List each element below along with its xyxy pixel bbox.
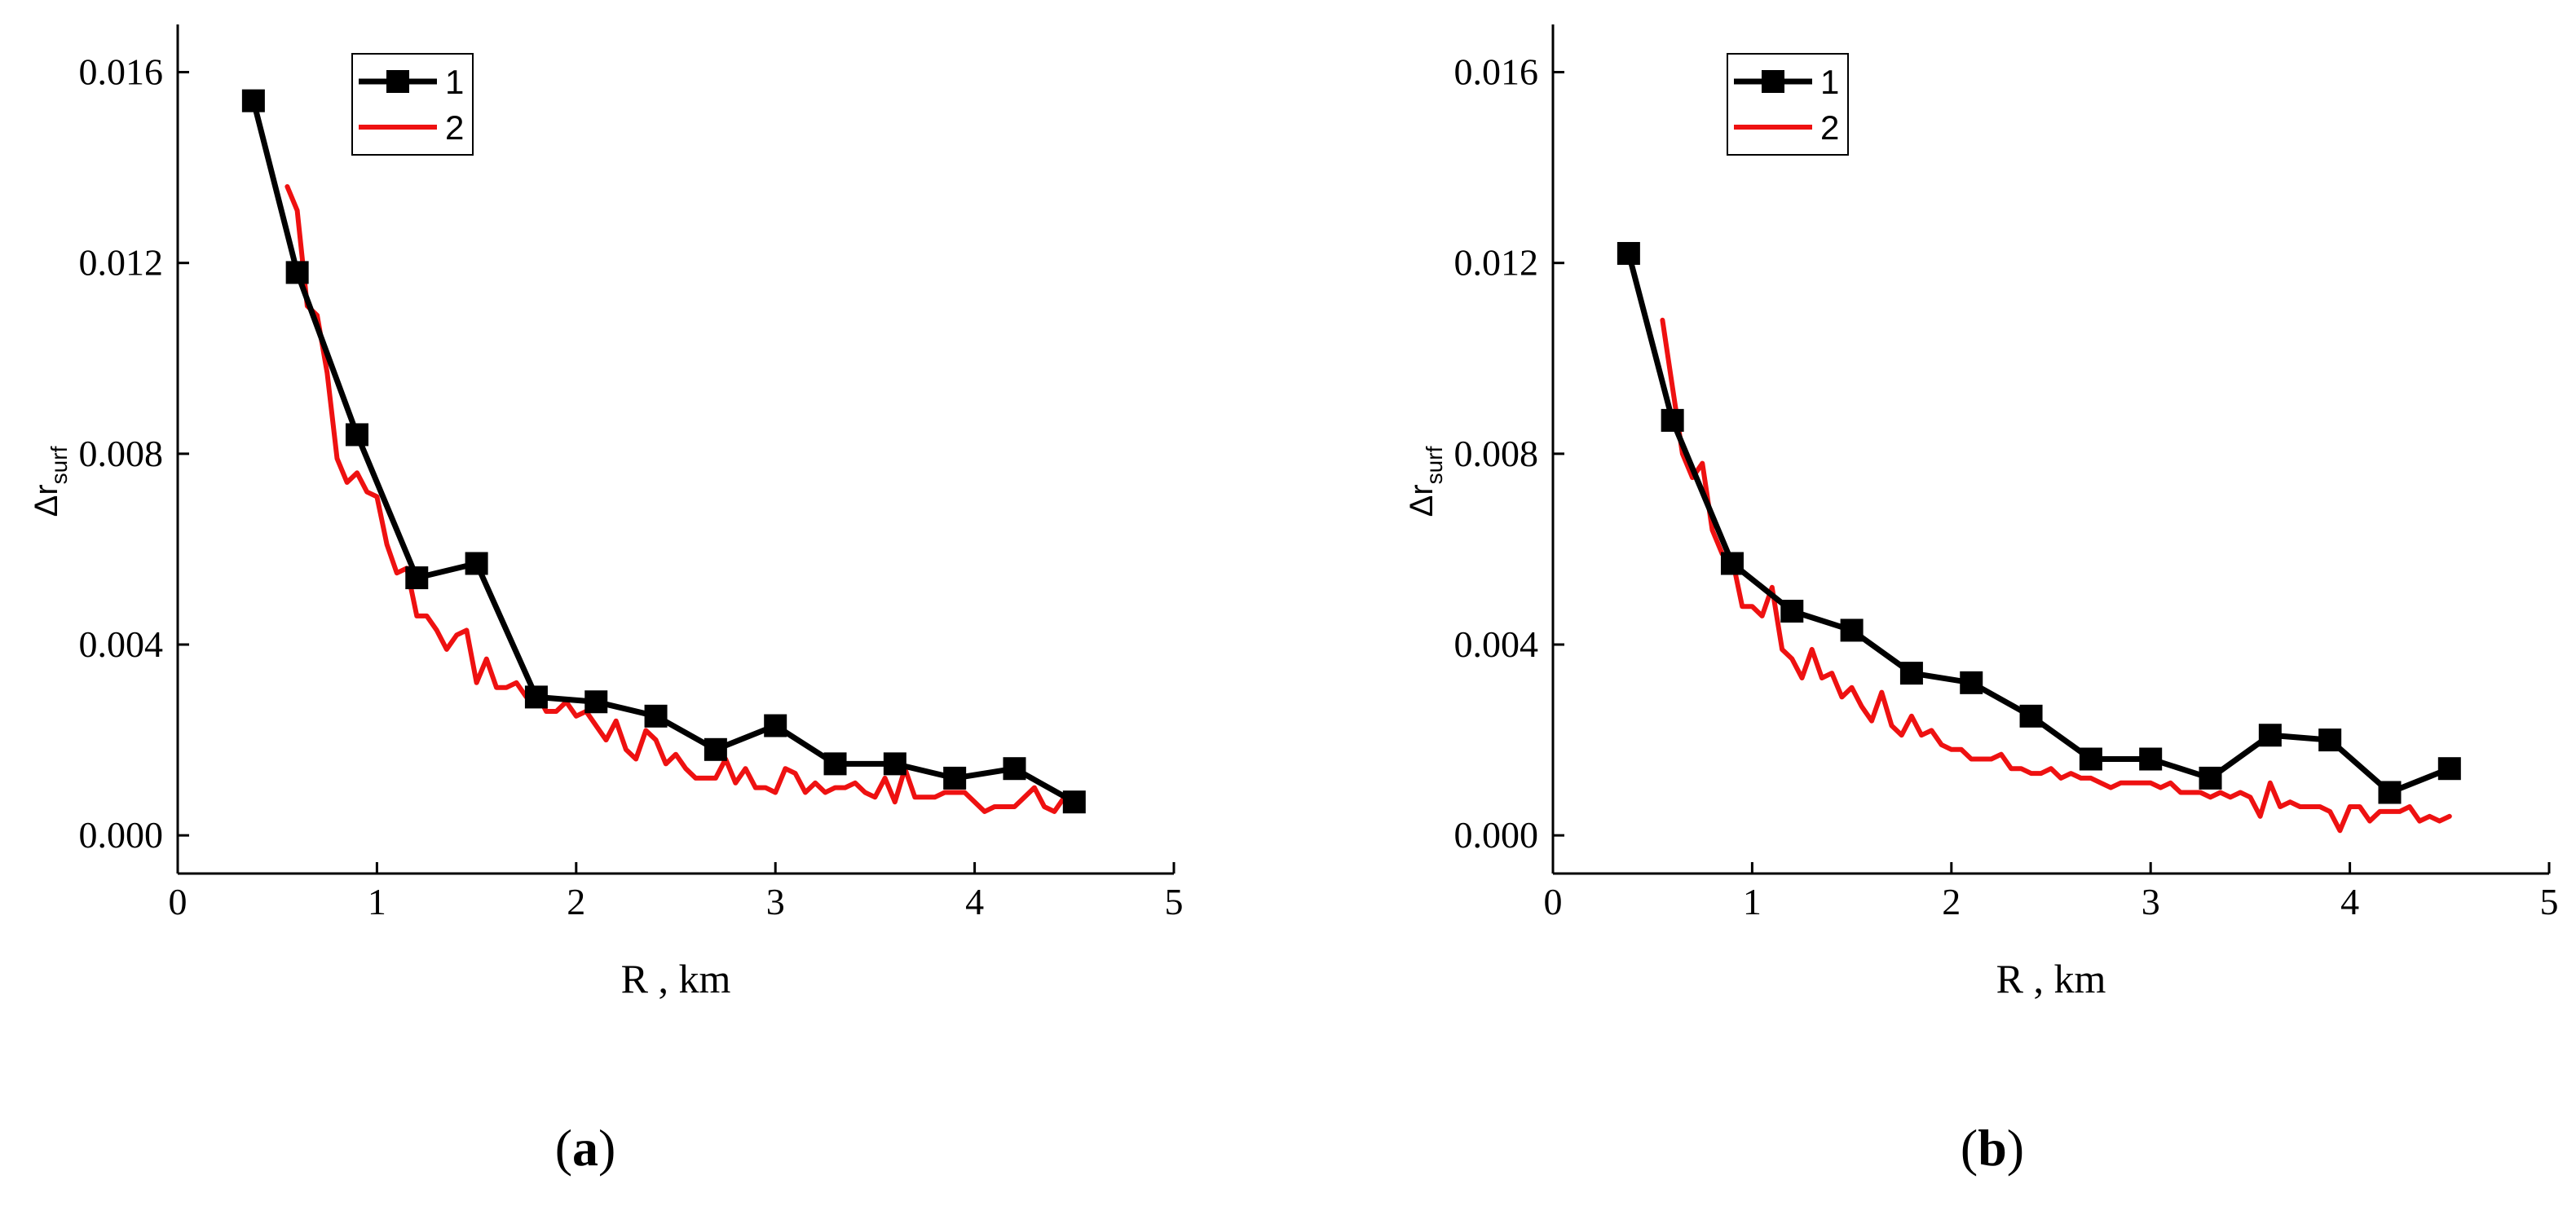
y-axis-title-subscript: surf [46, 446, 72, 484]
x-axis-title: R , km [1996, 956, 2106, 1001]
panel-label-letter: b [1978, 1119, 2007, 1177]
series-1-marker [2318, 728, 2342, 752]
series-1-marker [345, 423, 368, 447]
legend: 12 [351, 53, 474, 156]
series-1-line [250, 98, 1078, 805]
panel-label-letter: a [572, 1119, 598, 1177]
y-tick-label: 0.016 [1454, 51, 1539, 93]
series-1-marker [2139, 747, 2163, 771]
legend: 12 [1727, 53, 1849, 156]
y-tick-label: 0.000 [1454, 814, 1539, 856]
x-tick-label: 2 [567, 881, 585, 922]
series-1-marker [644, 704, 668, 728]
series-1-marker [2258, 724, 2282, 747]
y-tick-label: 0.004 [1454, 623, 1539, 665]
series-1-marker [2199, 766, 2222, 790]
legend-label-2: 2 [445, 108, 464, 147]
series-1-marker [285, 261, 309, 284]
y-axis-title: Δrsurf [1404, 446, 1447, 517]
panel-label-open: ( [555, 1119, 572, 1177]
panel-label-close: ) [598, 1119, 615, 1177]
series-1-marker [1003, 757, 1026, 781]
series-1-marker [1617, 241, 1640, 265]
x-tick-label: 5 [2540, 881, 2559, 922]
series-1-marker [405, 566, 429, 590]
y-tick-label: 0.012 [79, 242, 164, 284]
series-1-marker [883, 752, 906, 776]
y-axis-title-main: Δr [29, 484, 64, 517]
x-tick-label: 0 [169, 881, 187, 922]
series-1-marker [704, 737, 727, 761]
series-1-marker [943, 766, 967, 790]
y-tick-label: 0.008 [79, 433, 164, 474]
y-tick-label: 0.004 [79, 623, 164, 665]
series-1-marker [2378, 781, 2402, 804]
y-tick-label: 0.008 [1454, 433, 1539, 474]
legend-label-1: 1 [1820, 63, 1839, 101]
x-tick-label: 1 [1743, 881, 1762, 922]
series-1-marker [524, 685, 548, 709]
y-axis-title-subscript: surf [1422, 446, 1447, 484]
legend-marker-1 [386, 70, 409, 93]
x-tick-label: 0 [1544, 881, 1563, 922]
series-1-marker [465, 552, 488, 575]
series-1-marker [1840, 618, 1864, 642]
y-tick-label: 0.012 [1454, 242, 1539, 284]
series-1-marker [2079, 747, 2102, 771]
series-1-marker [2437, 757, 2461, 781]
y-axis-title-main: Δr [1404, 484, 1440, 517]
x-tick-label: 1 [368, 881, 386, 922]
x-axis-title: R , km [621, 956, 731, 1001]
series-1-marker [1062, 790, 1086, 814]
panel-label-close: ) [2007, 1119, 2024, 1177]
panel-label: (b) [1961, 1119, 2024, 1177]
series-1-marker [1960, 671, 1983, 694]
legend-label-1: 1 [445, 63, 464, 101]
y-tick-label: 0.016 [79, 51, 164, 93]
series-2-line [285, 184, 1077, 814]
panel-label: (a) [555, 1119, 616, 1177]
series-1-marker [2019, 704, 2043, 728]
y-axis-title: Δrsurf [29, 446, 72, 517]
series-1-marker [1899, 662, 1923, 685]
legend-box [351, 53, 474, 156]
y-tick-label: 0.000 [79, 814, 164, 856]
panel-label-open: ( [1961, 1119, 1978, 1177]
x-tick-label: 2 [1942, 881, 1961, 922]
series-1-marker [1661, 408, 1684, 432]
series-1-marker [1780, 600, 1804, 623]
series-1-marker [241, 89, 265, 112]
series-2-line [1660, 317, 2452, 834]
legend-box [1727, 53, 1849, 156]
series-1-marker [584, 690, 608, 714]
x-tick-label: 3 [766, 881, 785, 922]
legend-marker-1 [1762, 70, 1784, 93]
legend-label-2: 2 [1820, 108, 1839, 147]
x-tick-label: 3 [2142, 881, 2160, 922]
x-tick-label: 4 [2340, 881, 2359, 922]
x-tick-label: 4 [965, 881, 984, 922]
series-1-marker [764, 714, 787, 737]
x-tick-label: 5 [1165, 881, 1184, 922]
series-1-marker [1720, 552, 1744, 575]
series-1-marker [823, 752, 847, 776]
